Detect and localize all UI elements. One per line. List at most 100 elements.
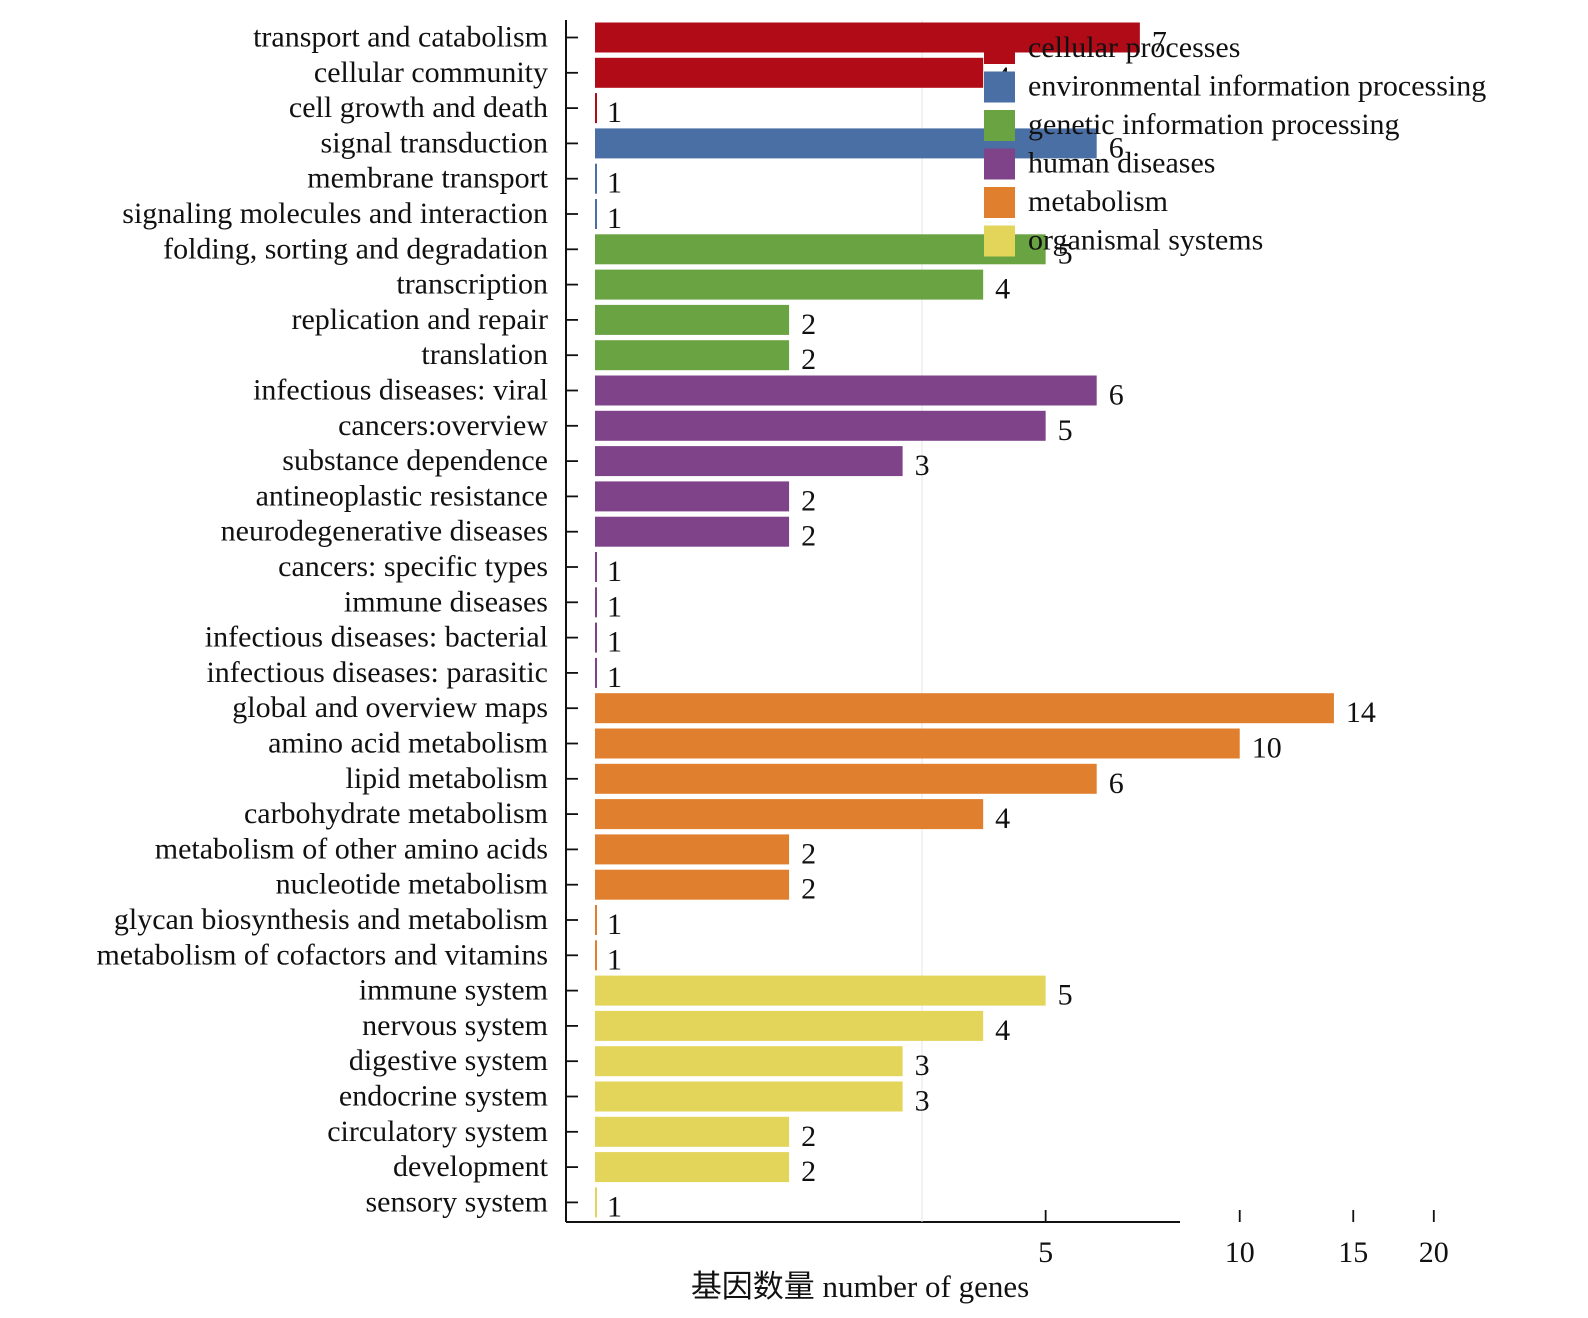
category-label: immune diseases bbox=[344, 585, 548, 618]
legend-label: environmental information processing bbox=[1028, 70, 1486, 103]
legend-swatch bbox=[984, 33, 1015, 64]
data-label: 6 bbox=[1109, 767, 1124, 800]
legend-swatch bbox=[984, 71, 1015, 103]
bar bbox=[595, 587, 597, 618]
legend-label: organismal systems bbox=[1028, 224, 1263, 257]
bar bbox=[595, 446, 903, 477]
data-label: 1 bbox=[607, 590, 622, 623]
bar bbox=[595, 799, 984, 830]
category-label: immune system bbox=[359, 974, 548, 1007]
bar bbox=[595, 1081, 903, 1112]
category-label: cancers: specific types bbox=[278, 550, 548, 583]
bar bbox=[595, 128, 1097, 159]
category-label: nucleotide metabolism bbox=[276, 868, 548, 901]
data-label: 3 bbox=[915, 449, 930, 482]
bar bbox=[595, 1010, 984, 1041]
data-label: 2 bbox=[801, 1155, 816, 1188]
bar bbox=[595, 657, 597, 688]
bar bbox=[595, 975, 1046, 1006]
data-label: 14 bbox=[1346, 696, 1376, 729]
category-label: infectious diseases: viral bbox=[253, 374, 548, 407]
category-label: cell growth and death bbox=[289, 91, 548, 124]
category-label: neurodegenerative diseases bbox=[221, 515, 548, 548]
category-label: amino acid metabolism bbox=[268, 727, 548, 760]
legend-swatch bbox=[984, 110, 1015, 141]
category-label: global and overview maps bbox=[232, 691, 548, 724]
legend-label: metabolism bbox=[1028, 185, 1168, 218]
bar bbox=[595, 375, 1097, 406]
bar bbox=[595, 1046, 903, 1077]
bar bbox=[595, 728, 1240, 759]
data-label: 2 bbox=[801, 520, 816, 553]
category-label: signal transduction bbox=[321, 126, 548, 159]
data-label: 5 bbox=[1058, 414, 1073, 447]
data-label: 5 bbox=[1058, 979, 1073, 1012]
category-label: membrane transport bbox=[307, 162, 548, 195]
data-label: 4 bbox=[995, 802, 1010, 835]
data-label: 2 bbox=[801, 343, 816, 376]
category-label: lipid metabolism bbox=[346, 762, 549, 795]
bar bbox=[595, 199, 597, 229]
category-label: cellular community bbox=[314, 56, 548, 89]
bar bbox=[595, 834, 790, 865]
x-tick-label: 10 bbox=[1225, 1236, 1255, 1269]
category-label: replication and repair bbox=[291, 303, 548, 336]
data-label: 1 bbox=[607, 1190, 622, 1223]
bar bbox=[595, 22, 1140, 53]
category-label: development bbox=[393, 1150, 549, 1183]
data-label: 3 bbox=[915, 1049, 930, 1082]
bar bbox=[595, 622, 597, 653]
data-label: 5 bbox=[1058, 237, 1073, 270]
data-label: 2 bbox=[801, 484, 816, 517]
category-label: infectious diseases: parasitic bbox=[206, 656, 548, 689]
legend-swatch bbox=[984, 225, 1015, 257]
category-label: folding, sorting and degradation bbox=[163, 232, 548, 265]
bar bbox=[595, 905, 597, 935]
data-label: 1 bbox=[607, 555, 622, 588]
category-label: infectious diseases: bacterial bbox=[205, 621, 548, 654]
bar bbox=[595, 93, 597, 124]
data-label: 1 bbox=[607, 943, 622, 976]
category-label: metabolism of other amino acids bbox=[155, 832, 548, 865]
category-label: circulatory system bbox=[327, 1115, 548, 1148]
x-axis-title: 基因数量 number of genes bbox=[691, 1269, 1029, 1304]
category-label: carbohydrate metabolism bbox=[244, 797, 548, 830]
bar bbox=[595, 869, 790, 900]
data-label: 3 bbox=[915, 1085, 930, 1118]
bar bbox=[595, 269, 984, 300]
data-label: 2 bbox=[801, 308, 816, 341]
bar bbox=[595, 57, 984, 88]
bar bbox=[595, 516, 790, 547]
data-label: 1 bbox=[607, 661, 622, 694]
category-label: endocrine system bbox=[339, 1080, 548, 1113]
category-label: sensory system bbox=[366, 1185, 549, 1218]
category-label: translation bbox=[421, 338, 548, 371]
bar bbox=[595, 304, 790, 335]
category-label: cancers:overview bbox=[338, 409, 548, 442]
data-label: 4 bbox=[995, 1014, 1010, 1047]
data-label: 2 bbox=[801, 1120, 816, 1153]
bar bbox=[595, 1116, 790, 1147]
legend-swatch bbox=[984, 148, 1015, 180]
bar bbox=[595, 340, 790, 371]
data-label: 1 bbox=[607, 626, 622, 659]
bar bbox=[595, 1187, 597, 1218]
bar bbox=[595, 234, 1046, 265]
data-label: 6 bbox=[1109, 379, 1124, 412]
bar bbox=[595, 1152, 790, 1183]
data-label: 2 bbox=[801, 873, 816, 906]
category-label: metabolism of cofactors and vitamins bbox=[96, 938, 548, 971]
legend-label: cellular processes bbox=[1028, 31, 1240, 64]
category-label: digestive system bbox=[349, 1044, 548, 1077]
x-tick-label: 15 bbox=[1338, 1236, 1368, 1269]
bar bbox=[595, 940, 597, 971]
data-label: 7 bbox=[1152, 26, 1167, 59]
bar bbox=[595, 163, 597, 194]
category-label: transport and catabolism bbox=[253, 21, 548, 54]
data-label: 1 bbox=[607, 96, 622, 129]
data-label: 1 bbox=[607, 908, 622, 941]
category-label: antineoplastic resistance bbox=[256, 479, 548, 512]
category-label: signaling molecules and interaction bbox=[122, 197, 548, 230]
